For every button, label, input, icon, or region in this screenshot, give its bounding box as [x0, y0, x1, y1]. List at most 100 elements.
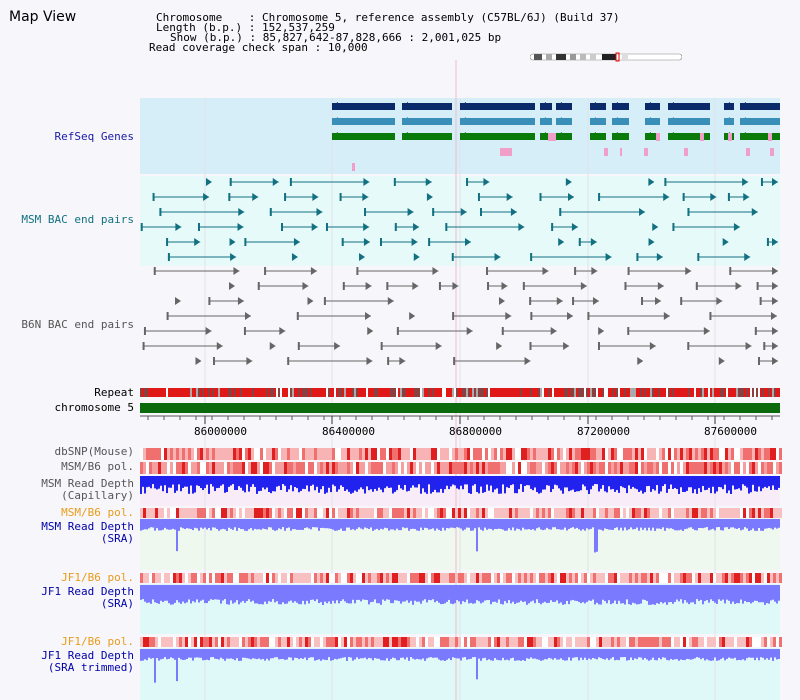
jf1-b6-pol-heat-cell [479, 573, 482, 583]
msm-sra-depth-bar [262, 519, 264, 529]
jf1-b6-pol-heat-cell [452, 573, 455, 583]
jf1-b6-pol-2-heat-cell [512, 637, 515, 647]
jf1-b6-pol-heat-cell [545, 573, 548, 583]
msm-bac-pair-end [656, 253, 663, 261]
msm-bac-pair-end [252, 193, 259, 201]
msm-b6-pol-2-heat-cell [380, 508, 383, 518]
msm-sra-depth-bar [486, 519, 488, 530]
b6n-bac-pair-end [597, 342, 600, 350]
dbsnp-heat-cell [275, 448, 278, 460]
chromosome-ideogram[interactable] [530, 52, 682, 62]
repeat-element [622, 388, 624, 397]
msm-bac-pair-end [772, 238, 778, 246]
dbsnp-heat-cell [377, 448, 380, 460]
repeat-element [336, 388, 338, 397]
repeat-element [190, 388, 192, 397]
repeat-element [696, 388, 698, 397]
repeat-element [324, 388, 326, 397]
msm-sra-depth-bar [454, 519, 456, 529]
msm-sra-depth-bar [582, 519, 584, 530]
msm-capillary-depth-bar [580, 476, 582, 491]
jf1-sra-depth-bar [546, 585, 548, 604]
jf1-sra-depth-bar [310, 585, 312, 600]
msm-b6-pol-heat-cell [404, 462, 407, 474]
msm-capillary-depth-bar [640, 476, 642, 491]
msm-bac-pair-end [339, 193, 342, 201]
label-refseq-genes: RefSeq Genes [54, 130, 134, 143]
b6n-bac-pair-end [663, 312, 670, 320]
msm-capillary-depth-bar [662, 476, 664, 487]
jf1-b6-pol-heat-cell [548, 573, 551, 583]
jf1-sra-depth-bar [228, 585, 230, 605]
repeat-element [546, 388, 548, 397]
dbsnp-heat-cell [419, 448, 422, 460]
repeat-element [362, 388, 364, 397]
msm-b6-pol-heat-cell [602, 462, 605, 474]
jf1-b6-pol-2-heat-cell [692, 637, 695, 647]
jf1-b6-pol-2-heat-cell [377, 637, 380, 647]
msm-capillary-depth-bar [734, 476, 736, 490]
msm-sra-depth-bar [722, 519, 724, 531]
msm-sra-depth-bar [162, 519, 164, 530]
msm-b6-pol-heat-cell [350, 462, 353, 474]
dbsnp-heat-cell [536, 448, 539, 460]
repeat-element [742, 388, 744, 397]
repeat-element [212, 388, 214, 397]
msm-b6-pol-heat-cell [614, 462, 617, 474]
msm-bac-pair-end [571, 223, 578, 231]
msm-capillary-depth-bar [598, 476, 600, 492]
msm-sra-depth-bar [500, 519, 502, 529]
b6n-bac-pair-end [556, 297, 563, 305]
msm-sra-depth-bar [322, 519, 324, 528]
jf1-trim-depth-bar [392, 649, 394, 658]
msm-sra-depth-bar [366, 519, 368, 529]
msm-sra-depth-bar [456, 519, 458, 528]
b6n-bac-pair-end [143, 327, 146, 335]
jf1-b6-pol-2-heat-cell [272, 637, 275, 647]
axis-tick-label: 87600000 [704, 425, 757, 438]
dbsnp-heat-cell [299, 448, 302, 460]
msm-sra-depth-bar [470, 519, 472, 531]
msm-b6-pol-heat-cell [578, 462, 581, 474]
msm-capillary-depth-bar [238, 476, 240, 487]
msm-capillary-depth-bar [536, 476, 538, 493]
gene-strand-arrow [590, 132, 596, 140]
repeat-element [544, 388, 546, 397]
jf1-sra-depth-bar [548, 585, 550, 603]
jf1-sra-depth-bar [254, 585, 256, 604]
msm-b6-pol-heat-cell [482, 462, 485, 474]
jf1-b6-pol-2-heat-cell [641, 637, 644, 647]
jf1-sra-depth-bar [426, 585, 428, 603]
msm-b6-pol-2-heat-cell [317, 508, 320, 518]
msm-bac-pair-end [363, 178, 370, 186]
jf1-b6-pol-2-heat-cell [383, 637, 386, 647]
msm-capillary-depth-bar [524, 476, 526, 486]
msm-b6-pol-2-heat-cell [389, 508, 392, 518]
jf1-trim-depth-bar [260, 649, 262, 660]
jf1-trim-depth-bar [546, 649, 548, 660]
repeat-element [700, 388, 702, 397]
msm-sra-depth-bar [374, 519, 376, 530]
jf1-b6-pol-heat-cell [275, 573, 278, 583]
msm-sra-depth-bar [216, 519, 218, 529]
msm-capillary-depth-bar [526, 476, 528, 486]
msm-sra-depth-bar [746, 519, 748, 529]
jf1-sra-depth-bar [236, 585, 238, 601]
jf1-trim-depth-bar [732, 649, 734, 659]
dbsnp-heat-cell [158, 448, 161, 460]
repeat-element [686, 388, 688, 397]
repeat-element [682, 388, 684, 397]
msm-b6-pol-2-heat-cell [740, 508, 743, 518]
jf1-b6-pol-2-heat-cell [689, 637, 692, 647]
repeat-element [516, 388, 518, 397]
repeat-element [504, 388, 506, 397]
msm-b6-pol-heat-cell [413, 462, 416, 474]
jf1-b6-pol-2-heat-cell [488, 637, 491, 647]
repeat-element [764, 388, 766, 397]
axis-tick-label: 87200000 [577, 425, 630, 438]
msm-capillary-depth-bar [432, 476, 434, 493]
msm-sra-depth-bar [284, 519, 286, 531]
jf1-b6-pol-heat-cell [653, 573, 656, 583]
msm-b6-pol-heat-cell [269, 462, 272, 474]
